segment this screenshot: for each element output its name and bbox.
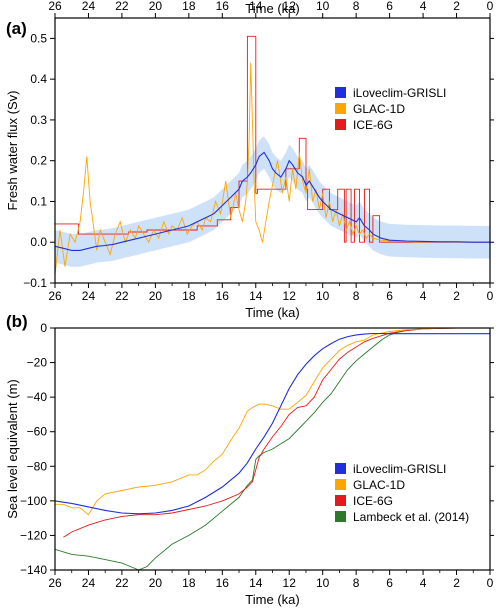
x-tick-label-top: 0: [487, 0, 494, 13]
x-axis-label: Time (ka): [245, 592, 299, 607]
x-tick-label: 8: [353, 576, 360, 590]
x-tick-label: 20: [149, 289, 163, 303]
x-tick-label-top: 16: [216, 0, 230, 13]
series-line-glac-1d: [54, 62, 490, 275]
uncertainty-band: [55, 136, 490, 267]
x-tick-label-top: 14: [249, 0, 263, 13]
x-tick-label-top: 6: [386, 0, 393, 13]
y-tick-label: −100: [20, 494, 47, 508]
x-tick-label: 6: [386, 289, 393, 303]
y-axis-label: Sea level equivalent (m): [5, 379, 20, 518]
x-tick-label: 0: [487, 289, 494, 303]
x-tick-label-top: 8: [353, 0, 360, 13]
x-tick-label: 8: [353, 289, 360, 303]
legend-label: ICE-6G: [353, 494, 393, 508]
legend-swatch: [335, 103, 346, 114]
x-tick-label: 18: [182, 576, 196, 590]
legend-label: Lambeck et al. (2014): [353, 510, 469, 524]
series-line-lambeck-et-al-2014-: [54, 327, 490, 571]
x-tick-label: 22: [115, 289, 129, 303]
x-tick-label-top: 12: [283, 0, 297, 13]
x-tick-label-top: 10: [316, 0, 330, 13]
y-tick-label: −40: [27, 390, 48, 404]
series-line-glac-1d: [55, 327, 490, 516]
panel-label: (b): [6, 312, 28, 331]
x-tick-label-top: 4: [420, 0, 427, 13]
x-tick-label: 18: [182, 289, 196, 303]
y-tick-label: 0.3: [30, 113, 47, 127]
x-tick-label-top: 18: [182, 0, 196, 13]
panel-label: (a): [6, 19, 27, 38]
legend-swatch: [335, 119, 346, 130]
x-tick-label: 2: [453, 289, 460, 303]
legend-swatch: [335, 495, 346, 506]
y-tick-label: 0.4: [30, 72, 47, 86]
x-tick-label: 4: [420, 576, 427, 590]
x-tick-label-top: 2: [453, 0, 460, 13]
y-tick-label: −80: [27, 459, 48, 473]
x-tick-label: 16: [216, 289, 230, 303]
y-tick-label: 0.1: [30, 194, 47, 208]
y-tick-label: 0: [40, 321, 47, 335]
x-tick-label: 26: [48, 576, 62, 590]
x-tick-label: 12: [283, 576, 297, 590]
x-tick-label: 26: [48, 289, 62, 303]
series-line-iloveclim-grisli: [54, 332, 490, 515]
x-tick-label-top: 26: [48, 0, 62, 13]
x-tick-label: 12: [283, 289, 297, 303]
legend-label: GLAC-1D: [353, 478, 405, 492]
legend-swatch: [335, 87, 346, 98]
y-tick-label: −120: [20, 528, 47, 542]
x-tick-label-top: 20: [149, 0, 163, 13]
x-tick-label: 10: [316, 576, 330, 590]
x-tick-label: 4: [420, 289, 427, 303]
series-line-iloveclim-grisli: [54, 151, 490, 251]
y-tick-label: −60: [27, 425, 48, 439]
y-tick-label: 0.2: [30, 154, 47, 168]
x-tick-label: 24: [82, 576, 96, 590]
x-axis-label-top: Time (ka): [245, 1, 299, 16]
y-axis-label: Fresh water flux (Sv): [5, 91, 20, 211]
legend-swatch: [335, 511, 346, 522]
x-tick-label: 14: [249, 576, 263, 590]
panel-a: 26 24 22 20 18 16 14 12 10 8 6 4 2 0−0.10.00.10.20.30…: [5, 0, 494, 320]
panel-b: 26 24 22 20 18 16 14 12 10 8 6 4 2 0−140−120−100−80−6…: [5, 312, 494, 607]
x-tick-label: 14: [249, 289, 263, 303]
x-tick-label: 10: [316, 289, 330, 303]
series-line-ice-6g: [55, 35, 490, 243]
y-tick-label: 0.0: [30, 235, 47, 249]
x-tick-label: 6: [386, 576, 393, 590]
y-tick-label: −0.1: [23, 276, 47, 290]
y-tick-label: 0.5: [30, 31, 47, 45]
x-tick-label: 24: [82, 289, 96, 303]
series-line-ice-6g: [63, 327, 490, 538]
x-tick-label-top: 22: [115, 0, 129, 13]
legend-label: iLoveclim-GRISLI: [353, 462, 446, 476]
x-tick-label: 2: [453, 576, 460, 590]
y-tick-label: −140: [20, 563, 47, 577]
x-tick-label: 22: [115, 576, 129, 590]
x-tick-label: 16: [216, 576, 230, 590]
x-tick-label-top: 24: [82, 0, 96, 13]
legend-swatch: [335, 463, 346, 474]
legend-label: ICE-6G: [353, 118, 393, 132]
legend-label: GLAC-1D: [353, 102, 405, 116]
x-tick-label: 0: [487, 576, 494, 590]
x-tick-label: 20: [149, 576, 163, 590]
x-axis-label: Time (ka): [245, 305, 299, 320]
legend-label: iLoveclim-GRISLI: [353, 86, 446, 100]
legend-swatch: [335, 479, 346, 490]
y-tick-label: −20: [27, 356, 48, 370]
